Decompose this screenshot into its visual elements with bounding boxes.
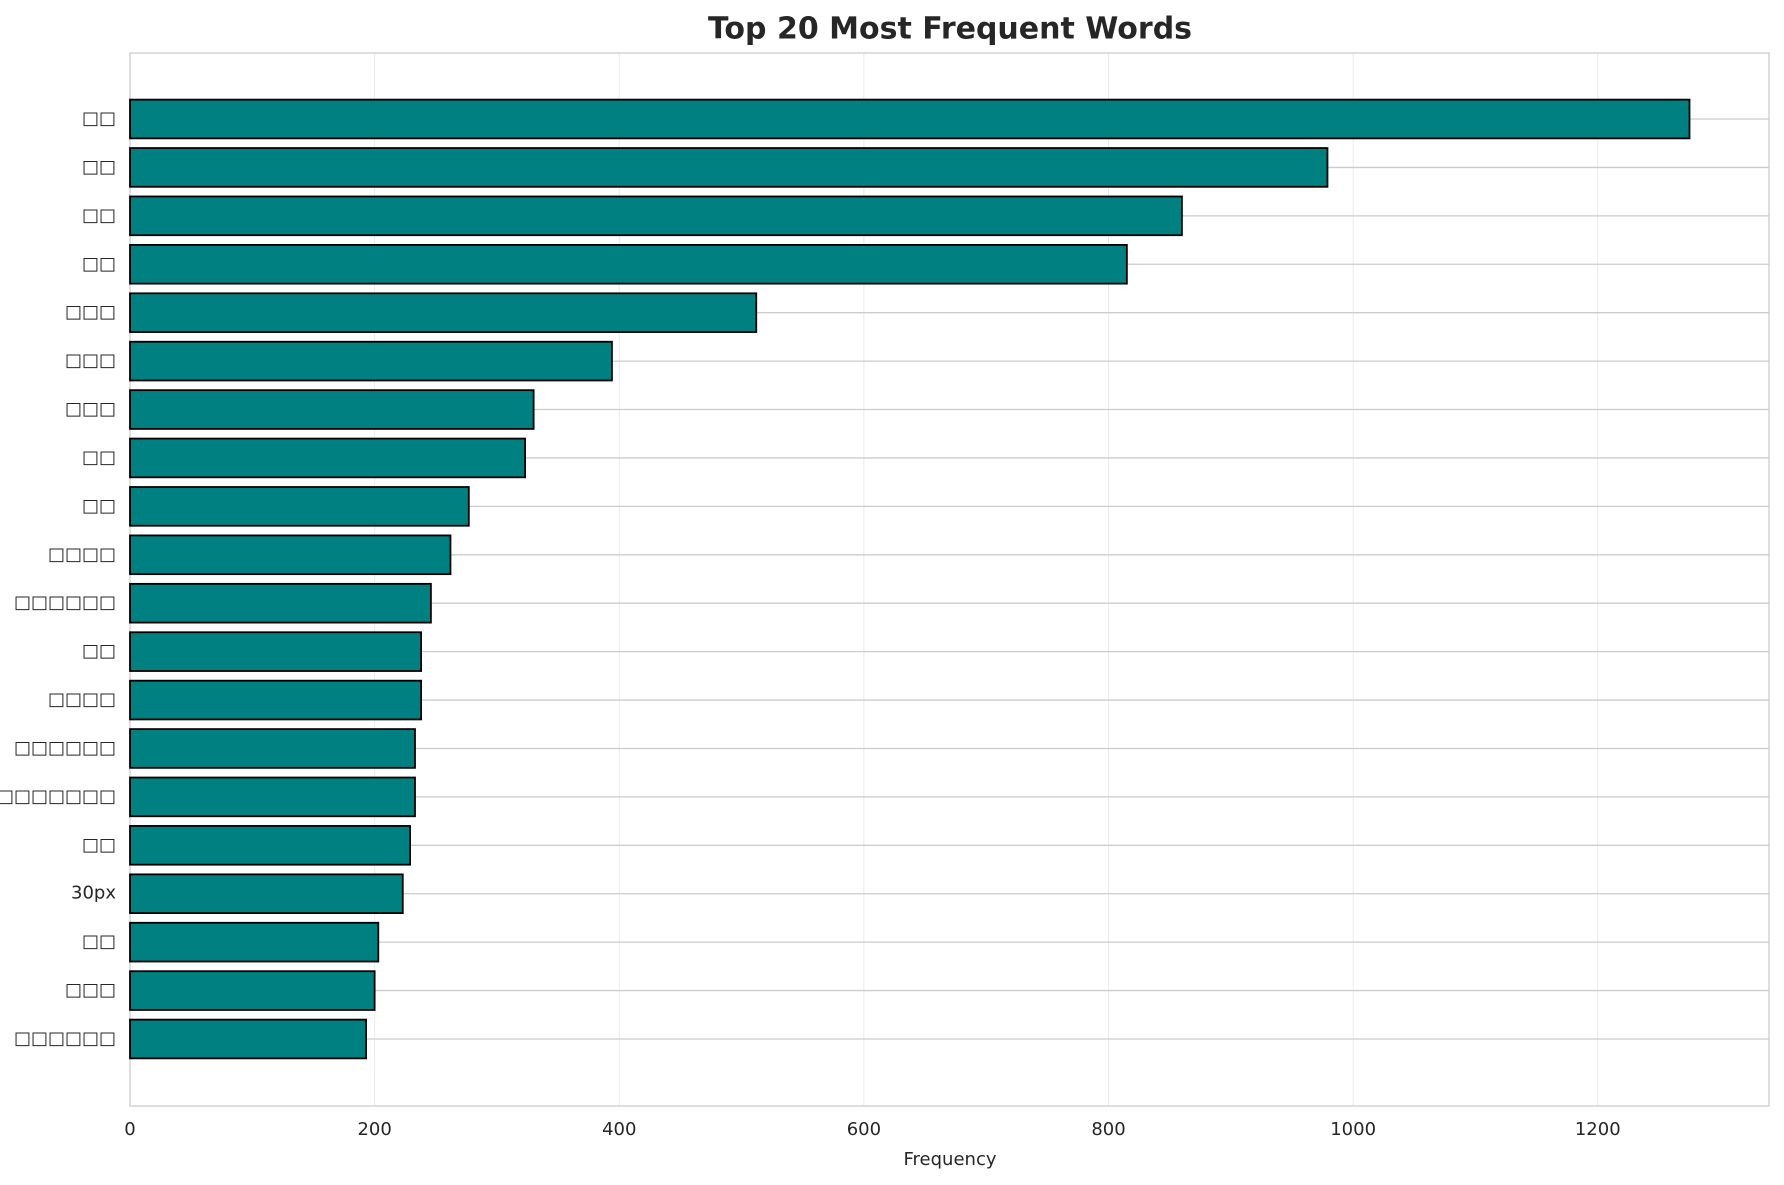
- y-tick-label: □□: [82, 931, 116, 952]
- x-tick-label: 400: [602, 1119, 636, 1140]
- bar: [129, 486, 470, 527]
- y-tick-label: □□□□□□: [14, 737, 116, 758]
- y-tick-label: □□: [82, 108, 116, 129]
- y-tick-label: □□□□: [48, 689, 116, 710]
- y-tick-label: □□: [82, 834, 116, 855]
- x-tick-label: 1200: [1575, 1119, 1621, 1140]
- y-tick-label: □□: [82, 156, 116, 177]
- bar: [129, 98, 1691, 140]
- bar: [129, 389, 535, 430]
- y-tick-label: □□□□□□: [14, 592, 116, 613]
- y-tick-label: □□: [82, 641, 116, 662]
- x-tick-label: 600: [847, 1119, 881, 1140]
- bar: [129, 340, 613, 382]
- bar: [129, 437, 526, 479]
- y-tick-label: □□□: [65, 302, 116, 323]
- y-tick-label: □□: [82, 495, 116, 516]
- y-tick-label: □□□: [65, 980, 116, 1001]
- x-tick-label: 0: [124, 1119, 135, 1140]
- y-tick-label: □□□□: [48, 544, 116, 565]
- bar: [129, 921, 380, 963]
- plot-frame: [129, 52, 1770, 1107]
- y-tick-label: □□□□□□□□: [0, 786, 116, 807]
- bar: [129, 970, 376, 1011]
- y-tick-label: □□: [82, 253, 116, 274]
- x-tick-label: 800: [1091, 1119, 1125, 1140]
- y-tick-label: 30px: [71, 883, 116, 904]
- bar: [129, 825, 411, 866]
- x-tick-label: 200: [357, 1119, 391, 1140]
- bar: [129, 776, 416, 818]
- bar: [129, 147, 1329, 188]
- bar: [129, 243, 1128, 285]
- bar: [129, 728, 416, 769]
- bar: [129, 582, 432, 624]
- y-tick-label: □□□□□□: [14, 1028, 116, 1049]
- y-tick-label: □□□: [65, 350, 116, 371]
- x-tick-label: 1000: [1330, 1119, 1376, 1140]
- bar: [129, 1018, 367, 1060]
- bar: [129, 631, 423, 672]
- bar: [129, 292, 758, 333]
- y-tick-label: □□□: [65, 399, 116, 420]
- y-tick-label: □□: [82, 447, 116, 468]
- bar: [129, 873, 404, 915]
- bar: [129, 195, 1183, 237]
- y-tick-label: □□: [82, 205, 116, 226]
- x-axis-label: Frequency: [904, 1149, 997, 1170]
- bar: [129, 679, 423, 721]
- bar: [129, 534, 452, 576]
- chart-title: Top 20 Most Frequent Words: [708, 12, 1192, 47]
